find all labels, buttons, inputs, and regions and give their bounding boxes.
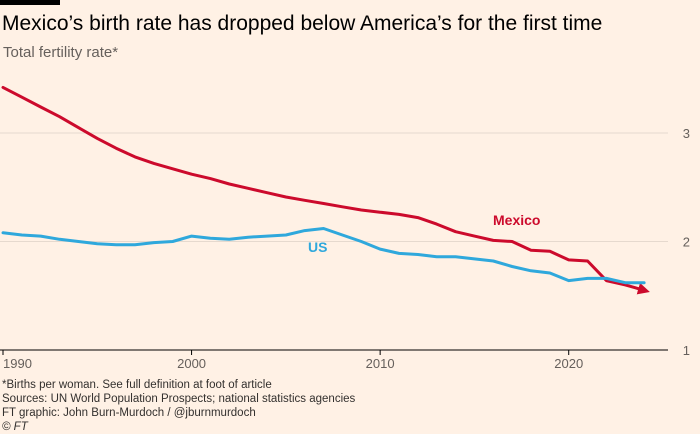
x-tick-label: 1990	[3, 356, 32, 371]
y-tick-label: 3	[683, 126, 690, 141]
y-tick-label: 1	[683, 343, 690, 358]
chart-subtitle: Total fertility rate*	[3, 44, 119, 61]
chart-title: Mexico’s birth rate has dropped below Am…	[2, 12, 603, 35]
series-line-mexico	[1, 85, 650, 295]
x-tick-label: 2020	[554, 356, 583, 371]
sources-note: Sources: UN World Population Prospects; …	[2, 393, 356, 405]
series-label-us: US	[308, 239, 327, 255]
y-tick-label: 2	[683, 235, 690, 250]
footnote: *Births per woman. See full definition a…	[2, 379, 272, 391]
x-tick-label: 2010	[366, 356, 395, 371]
chart-footer: *Births per woman. See full definition a…	[2, 378, 355, 434]
x-tick-label: 2000	[177, 356, 206, 371]
ft-logo: © FT	[2, 421, 28, 433]
series-label-mexico: Mexico	[493, 212, 540, 228]
series-line-us	[1, 227, 646, 285]
graphic-credit: FT graphic: John Burn-Murdoch / @jburnmu…	[2, 407, 256, 419]
ft-top-bar	[0, 0, 60, 5]
